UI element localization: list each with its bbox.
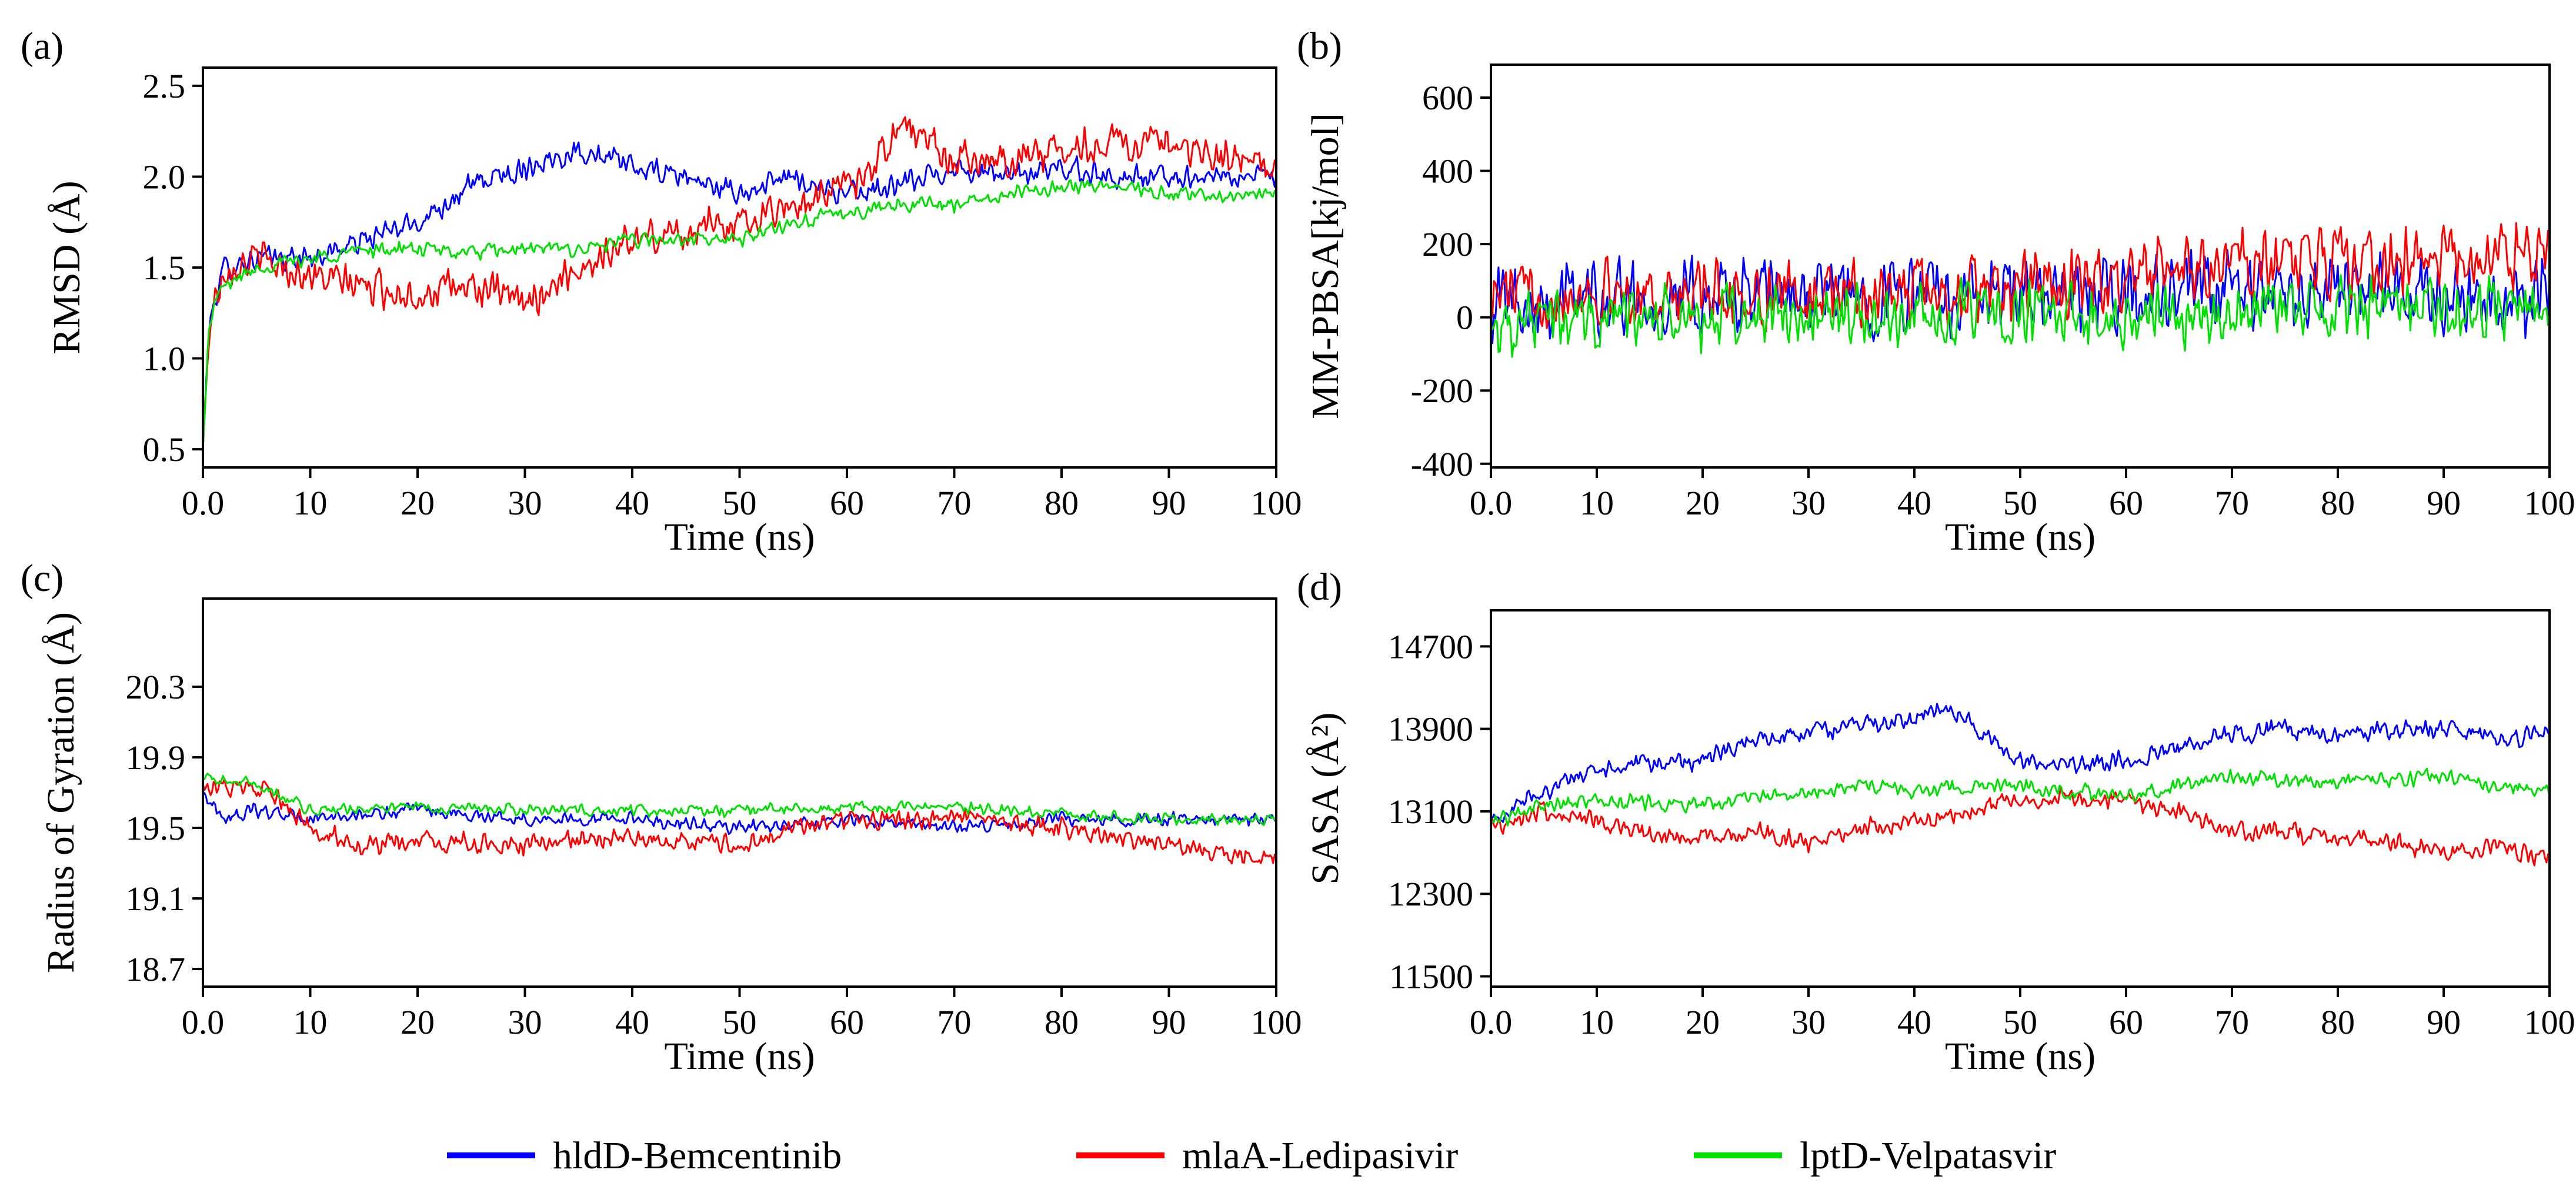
x-tick-label: 100 — [1251, 484, 1302, 522]
y-axis-label: SASA (Å²) — [1304, 712, 1347, 884]
x-axis-label: Time (ns) — [664, 1035, 815, 1078]
panel-b: 0.0 10 20 30 40 50 60 70 80 90 100 -400 -200 0 200 400 6… — [1297, 25, 2575, 559]
y-tick-label: 400 — [1422, 152, 1473, 191]
legend-label: hldD-Bemcentinib — [553, 1134, 842, 1177]
x-tick-label: 30 — [1791, 484, 1826, 522]
legend: hldD-Bemcentinib mlaA-Ledipasivir lptD-Vel… — [447, 1134, 2056, 1177]
plot-frame — [1491, 65, 2550, 467]
x-tick-label: 20 — [1686, 1003, 1720, 1041]
y-tick-label: 13900 — [1388, 710, 1473, 748]
x-tick-label: 80 — [1045, 1003, 1079, 1041]
x-tick-label: 0.0 — [182, 1003, 225, 1041]
panel-a: 0.0 10 20 30 40 50 60 70 80 90 100 0.5 1.0 1.5 2.0 2.5 T… — [21, 25, 1302, 559]
x-tick-label: 100 — [2524, 484, 2575, 522]
series-line-hldd-bemcentinib — [1491, 250, 2550, 343]
x-tick-label: 80 — [1045, 484, 1079, 522]
y-tick-label: 19.9 — [126, 738, 186, 777]
x-axis-label: Time (ns) — [664, 516, 815, 559]
x-tick-label: 70 — [2215, 1003, 2249, 1041]
x-tick-label: 90 — [1152, 484, 1186, 522]
x-tick-label: 80 — [2321, 1003, 2355, 1041]
y-tick-label: 11500 — [1389, 957, 1473, 995]
panel-label: (b) — [1297, 25, 1342, 68]
x-axis-label: Time (ns) — [1945, 516, 2095, 559]
x-tick-label: 100 — [1251, 1003, 1302, 1041]
x-tick-label: 20 — [1686, 484, 1720, 522]
x-tick-label: 60 — [830, 1003, 864, 1041]
panel-d: 0.0 10 20 30 40 50 60 70 80 90 100 11500 12300 13100 1… — [1297, 566, 2575, 1078]
y-tick-label: 19.5 — [126, 809, 186, 847]
x-tick-label: 40 — [615, 484, 649, 522]
x-tick-label: 70 — [2215, 484, 2249, 522]
panel-c: 0.0 10 20 30 40 50 60 70 80 90 100 18.7 19.1 19.5 19.9… — [21, 557, 1302, 1078]
panel-label: (a) — [21, 25, 64, 68]
y-tick-label: 200 — [1422, 225, 1473, 263]
series-line-lptd-velpatasvir — [1491, 768, 2550, 826]
x-tick-label: 80 — [2321, 484, 2355, 522]
x-tick-label: 40 — [1897, 484, 1931, 522]
x-tick-label: 60 — [2109, 484, 2143, 522]
panel-label: (d) — [1297, 566, 1342, 609]
x-tick-label: 40 — [615, 1003, 649, 1041]
x-tick-label: 100 — [2524, 1003, 2575, 1041]
y-tick-label: 19.1 — [126, 880, 186, 918]
y-axis-label: MM-PBSA[kj/mol] — [1304, 113, 1347, 419]
y-tick-label: 1.5 — [143, 249, 186, 287]
x-tick-label: 0.0 — [1470, 484, 1513, 522]
series-line-mlaa-ledipasivir — [203, 117, 1276, 449]
x-axis-label: Time (ns) — [1945, 1035, 2095, 1078]
y-tick-label: -200 — [1411, 372, 1473, 410]
y-tick-label: 20.3 — [126, 668, 186, 706]
x-tick-label: 0.0 — [182, 484, 225, 522]
series-line-lptd-velpatasvir — [203, 181, 1276, 450]
y-tick-label: -400 — [1411, 445, 1473, 483]
x-tick-label: 30 — [508, 484, 542, 522]
x-tick-label: 30 — [508, 1003, 542, 1041]
y-tick-label: 0.5 — [143, 430, 186, 469]
x-tick-label: 60 — [830, 484, 864, 522]
x-tick-label: 20 — [401, 1003, 435, 1041]
y-tick-label: 2.5 — [143, 67, 186, 105]
panel-label: (c) — [21, 557, 64, 600]
x-tick-label: 0.0 — [1470, 1003, 1513, 1041]
legend-label: lptD-Velpatasvir — [1800, 1134, 2056, 1177]
y-tick-label: 600 — [1422, 79, 1473, 117]
legend-label: mlaA-Ledipasivir — [1182, 1134, 1458, 1177]
figure: 0.0 10 20 30 40 50 60 70 80 90 1000.51.01.52.02.5T… — [0, 0, 2576, 1203]
y-tick-label: 12300 — [1388, 875, 1473, 913]
x-tick-label: 70 — [937, 484, 972, 522]
y-tick-label: 0 — [1456, 299, 1473, 337]
y-axis-label: Radius of Gyration (Å) — [39, 612, 82, 973]
x-tick-label: 90 — [2427, 484, 2461, 522]
y-tick-label: 1.0 — [143, 340, 186, 378]
x-tick-label: 90 — [1152, 1003, 1186, 1041]
y-tick-label: 14700 — [1388, 627, 1473, 666]
y-tick-label: 18.7 — [126, 950, 186, 988]
x-tick-label: 90 — [2427, 1003, 2461, 1041]
series-line-hldd-bemcentinib — [203, 142, 1276, 449]
y-axis-label: RMSD (Å) — [45, 181, 88, 354]
x-tick-label: 10 — [293, 1003, 328, 1041]
x-tick-label: 20 — [401, 484, 435, 522]
plot-frame — [203, 68, 1276, 467]
y-tick-label: 2.0 — [143, 158, 186, 196]
y-tick-label: 13100 — [1388, 793, 1473, 831]
plot-frame — [203, 599, 1276, 987]
x-tick-label: 70 — [937, 1003, 972, 1041]
series-line-hldd-bemcentinib — [1491, 704, 2550, 822]
x-tick-label: 10 — [1580, 1003, 1614, 1041]
x-tick-label: 10 — [293, 484, 328, 522]
x-tick-label: 40 — [1897, 1003, 1931, 1041]
x-tick-label: 10 — [1580, 484, 1614, 522]
x-tick-label: 30 — [1791, 1003, 1826, 1041]
x-tick-label: 60 — [2109, 1003, 2143, 1041]
